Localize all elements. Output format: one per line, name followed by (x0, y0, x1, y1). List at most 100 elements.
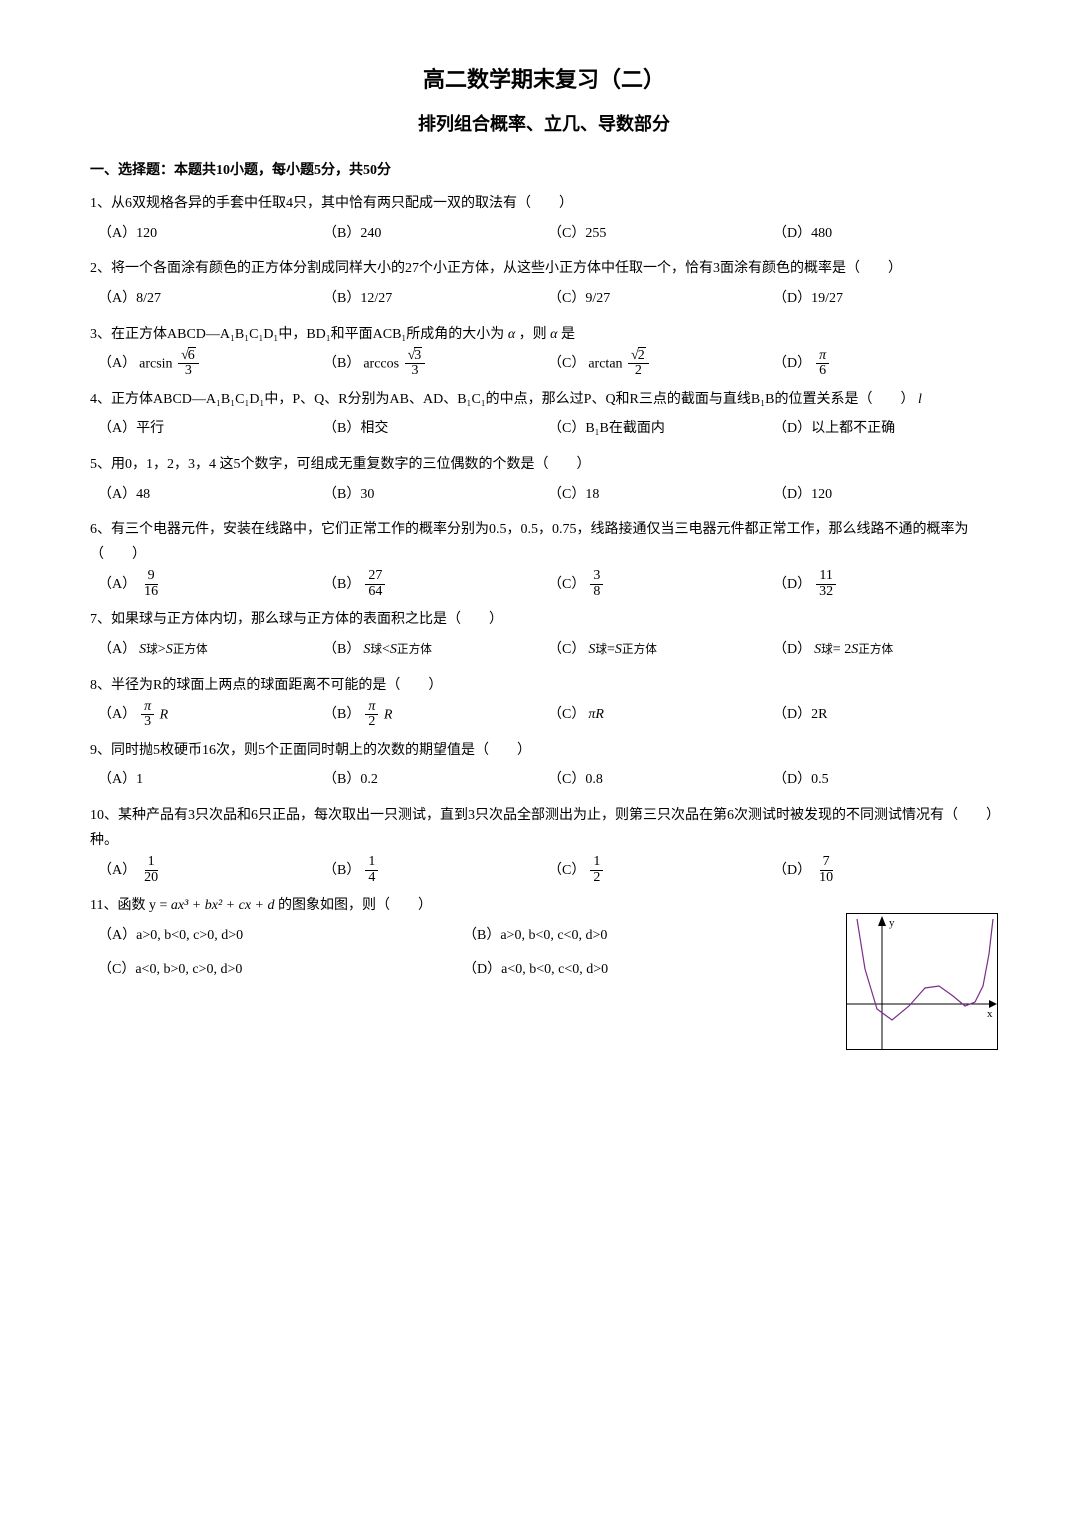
q11-graph: x y (846, 913, 998, 1050)
q7-d-expr: S (814, 637, 821, 662)
q7-a-expr: S (139, 637, 146, 662)
q9-choice-c: （C）0.8 (548, 763, 773, 797)
q7-stem: 7、如果球与正方体内切，那么球与正方体的表面积之比是（ ） (90, 607, 998, 632)
q3-c-label: （C） (548, 351, 585, 376)
q1-choice-a: （A）120 (98, 216, 323, 250)
q11-stem-post: 的图象如图，则（ ） (278, 898, 432, 913)
q6-b-label: （B） (323, 572, 360, 597)
q3-stem-pre: 3、在正方体ABCD—A₁B₁C₁D₁中，BD₁和平面ACB₁所成角的大小为 (90, 327, 508, 342)
q1-choice-b: （B）240 (323, 216, 548, 250)
q11-choice-c: （C）a<0, b>0, c>0, d>0 (98, 953, 463, 987)
question-4: 4、正方体ABCD—A₁B₁C₁D₁中，P、Q、R分别为AB、AD、B₁C₁的中… (90, 387, 998, 446)
question-7: 7、如果球与正方体内切，那么球与正方体的表面积之比是（ ） （A）S球 > S正… (90, 607, 998, 666)
x-arrow (989, 1000, 997, 1008)
q8-choice-d: （D）2R (773, 698, 998, 732)
q3-stem: 3、在正方体ABCD—A₁B₁C₁D₁中，BD₁和平面ACB₁所成角的大小为 α… (90, 322, 998, 347)
q7-c-expr: S (588, 637, 595, 662)
q3-c-expr: arctan 22 (588, 349, 650, 379)
q3-b-expr: arccos 33 (363, 349, 427, 379)
q10-choice-a: （A）120 (98, 853, 323, 887)
q7-choice-b: （B）S球 < S正方体 (323, 633, 548, 667)
q2-choice-b: （B）12/27 (323, 282, 548, 316)
q8-a-expr: π3 R (139, 700, 168, 730)
q7-choice-c: （C）S球 = S正方体 (548, 633, 773, 667)
q6-c-frac: 38 (590, 569, 603, 599)
q9-choice-d: （D）0.5 (773, 763, 998, 797)
q3-b-label: （B） (323, 351, 360, 376)
q2-choice-a: （A）8/27 (98, 282, 323, 316)
q9-choice-b: （B）0.2 (323, 763, 548, 797)
q5-choice-b: （B）30 (323, 477, 548, 511)
q5-stem: 5、用0，1，2，3，4 这5个数字，可组成无重复数字的三位偶数的个数是（ ） (90, 452, 998, 477)
q2-choice-c: （C）9/27 (548, 282, 773, 316)
q6-a-label: （A） (98, 572, 136, 597)
q6-choice-c: （C）38 (548, 567, 773, 601)
page-subtitle: 排列组合概率、立几、导数部分 (90, 108, 998, 140)
question-6: 6、有三个电器元件，安装在线路中，它们正常工作的概率分别为0.5，0.5，0.7… (90, 517, 998, 601)
q1-choice-d: （D）480 (773, 216, 998, 250)
q3-d-expr: π6 (816, 349, 829, 379)
q8-choice-c: （C）πR (548, 698, 773, 732)
q8-c-label: （C） (548, 702, 585, 727)
q10-choice-d: （D）710 (773, 853, 998, 887)
q6-d-label: （D） (773, 572, 811, 597)
q10-b-frac: 14 (365, 855, 378, 885)
question-2: 2、将一个各面涂有颜色的正方体分割成同样大小的27个小正方体，从这些小正方体中任… (90, 256, 998, 315)
q8-c-expr: πR (588, 702, 604, 727)
q7-choice-d: （D）S球 = 2S正方体 (773, 633, 998, 667)
q6-choice-a: （A）916 (98, 567, 323, 601)
q5-choice-c: （C）18 (548, 477, 773, 511)
question-11: 11、函数 y = ax³ + bx² + cx + d 的图象如图，则（ ） … (90, 893, 998, 986)
q3-choice-c: （C） arctan 22 (548, 347, 773, 381)
q10-a-frac: 120 (141, 855, 161, 885)
question-5: 5、用0，1，2，3，4 这5个数字，可组成无重复数字的三位偶数的个数是（ ） … (90, 452, 998, 511)
q4-stem-text: 4、正方体ABCD—A₁B₁C₁D₁中，P、Q、R分别为AB、AD、B₁C₁的中… (90, 392, 914, 407)
q10-c-label: （C） (548, 858, 585, 883)
q6-b-frac: 2764 (365, 569, 385, 599)
page-title: 高二数学期末复习（二） (90, 60, 998, 100)
q8-choice-a: （A）π3 R (98, 698, 323, 732)
q7-b-label: （B） (323, 637, 360, 662)
q3-stem-post: 是 (561, 327, 575, 342)
q11-choice-d: （D）a<0, b<0, c<0, d>0 (463, 953, 828, 987)
q2-choice-d: （D）19/27 (773, 282, 998, 316)
q4-stem: 4、正方体ABCD—A₁B₁C₁D₁中，P、Q、R分别为AB、AD、B₁C₁的中… (90, 387, 998, 412)
q4-choice-b: （B）相交 (323, 412, 548, 446)
q8-stem: 8、半径为R的球面上两点的球面距离不可能的是（ ） (90, 673, 998, 698)
q4-choice-a: （A）平行 (98, 412, 323, 446)
x-label: x (987, 1008, 993, 1020)
q4-var-l: l (918, 392, 922, 407)
q11-poly: ax³ + bx² + cx + d (171, 898, 275, 913)
y-label: y (889, 917, 895, 929)
question-10: 10、某种产品有3只次品和6只正品，每次取出一只测试，直到3只次品全部测出为止，… (90, 803, 998, 887)
q3-alpha-2: α (550, 327, 557, 342)
q3-stem-mid: ，则 (519, 327, 551, 342)
curve (857, 919, 993, 1020)
y-arrow (878, 916, 886, 926)
q11-stem: 11、函数 y = ax³ + bx² + cx + d 的图象如图，则（ ） (90, 893, 828, 918)
q10-d-frac: 710 (816, 855, 836, 885)
q3-a-expr: arcsin 63 (139, 349, 201, 379)
q7-a-label: （A） (98, 637, 136, 662)
q10-d-label: （D） (773, 858, 811, 883)
q9-stem: 9、同时抛5枚硬币16次，则5个正面同时朝上的次数的期望值是（ ） (90, 738, 998, 763)
q11-choice-a: （A）a>0, b<0, c>0, d>0 (98, 919, 463, 953)
q6-d-frac: 1132 (816, 569, 836, 599)
q3-a-label: （A） (98, 351, 136, 376)
q7-choice-a: （A）S球 > S正方体 (98, 633, 323, 667)
q7-b-expr: S (363, 637, 370, 662)
q11-stem-pre: 11、函数 y = (90, 898, 171, 913)
q7-c-label: （C） (548, 637, 585, 662)
section-1-head: 一、选择题：本题共10小题，每小题5分，共50分 (90, 158, 998, 183)
q11-choice-b: （B）a>0, b<0, c<0, d>0 (463, 919, 828, 953)
q11-graph-svg: x y (847, 914, 997, 1049)
q2-stem: 2、将一个各面涂有颜色的正方体分割成同样大小的27个小正方体，从这些小正方体中任… (90, 256, 998, 281)
q4-choice-d: （D）以上都不正确 (773, 412, 998, 446)
q4-choice-c: （C）B₁B在截面内 (548, 412, 773, 446)
question-9: 9、同时抛5枚硬币16次，则5个正面同时朝上的次数的期望值是（ ） （A）1 （… (90, 738, 998, 797)
q8-a-label: （A） (98, 702, 136, 727)
question-1: 1、从6双规格各异的手套中任取4只，其中恰有两只配成一双的取法有（ ） （A）1… (90, 191, 998, 250)
q10-b-label: （B） (323, 858, 360, 883)
q1-choice-c: （C）255 (548, 216, 773, 250)
q8-b-expr: π2 R (363, 700, 392, 730)
